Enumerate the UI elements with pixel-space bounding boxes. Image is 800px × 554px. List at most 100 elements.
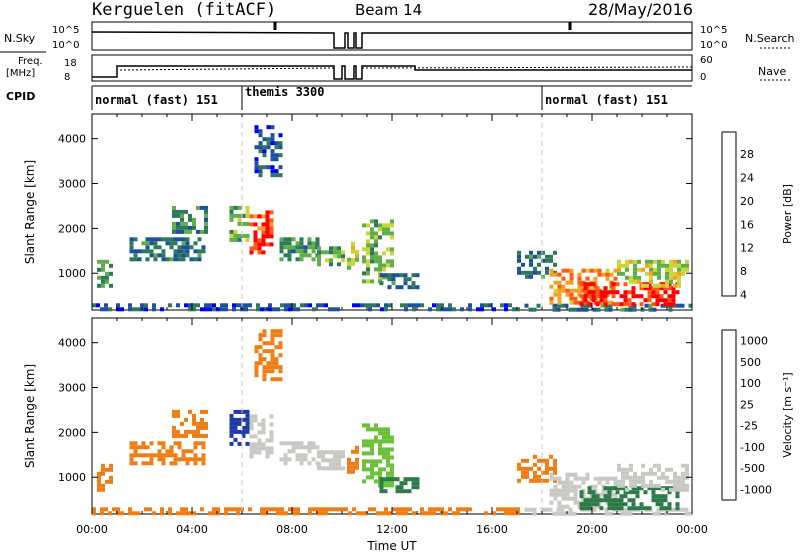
power-cell	[617, 259, 621, 264]
power-cell	[161, 253, 166, 258]
velocity-cell	[287, 441, 292, 446]
velocity-cell	[352, 507, 356, 512]
power-cell	[108, 307, 112, 312]
velocity-cell	[362, 439, 366, 444]
power-cell	[387, 273, 392, 278]
power-cell	[387, 285, 392, 290]
power-cell	[615, 290, 620, 295]
velocity-cell	[395, 485, 400, 490]
velocity-cell	[152, 511, 156, 516]
velocity-cell	[97, 471, 101, 476]
power-cell	[172, 209, 176, 214]
power-cell	[129, 257, 134, 262]
velocity-cell	[258, 353, 263, 358]
velocity-cell	[351, 449, 355, 454]
power-cell	[366, 223, 370, 228]
velocity-cell	[675, 502, 680, 507]
power-cell	[177, 249, 182, 254]
power-cell	[173, 253, 178, 258]
velocity-cell	[145, 461, 150, 466]
power-cell	[415, 273, 420, 278]
velocity-cell	[101, 467, 105, 472]
power-cell	[629, 275, 633, 280]
noise-strip: N.Sky 10^5 10^0 10^5 10^0 N.Search	[0, 21, 795, 53]
velocity-cell	[176, 409, 180, 414]
power-cell	[260, 307, 264, 312]
velocity-cell	[553, 466, 557, 471]
velocity-cell	[366, 443, 370, 448]
velocity-cell	[279, 441, 284, 446]
power-cell	[256, 303, 260, 308]
power-cell	[229, 205, 234, 210]
power-cell	[161, 257, 166, 262]
power-cell	[516, 307, 520, 312]
power-cell	[229, 213, 234, 218]
velocity-cell	[665, 467, 669, 472]
power-cell	[257, 250, 262, 255]
power-cell	[633, 263, 637, 268]
power-cell	[659, 294, 664, 299]
velocity-cell	[508, 507, 512, 512]
power-cell	[141, 249, 146, 254]
velocity-cell	[464, 507, 468, 512]
noise-strip-frame	[91, 21, 693, 51]
velocity-cell	[617, 467, 621, 472]
velocity-cell	[669, 487, 673, 492]
velocity-cell	[278, 333, 283, 338]
power-cell	[383, 273, 388, 278]
power-cell	[184, 225, 188, 230]
velocity-cell	[204, 421, 208, 426]
power-cell	[671, 290, 676, 295]
velocity-cell	[169, 461, 174, 466]
power-cell	[613, 276, 618, 281]
power-cell	[569, 268, 574, 273]
nsky-label: N.Sky	[4, 32, 36, 45]
power-cell	[204, 213, 208, 218]
velocity-cell	[355, 461, 359, 466]
velocity-cell	[537, 466, 541, 471]
power-cell	[337, 254, 341, 259]
velocity-cell	[382, 447, 386, 452]
velocity-cell	[245, 413, 250, 418]
velocity-cell	[395, 489, 400, 494]
velocity-cell	[270, 361, 275, 366]
velocity-cell	[656, 511, 661, 516]
velocity-cell	[128, 511, 132, 516]
power-cell	[597, 268, 602, 273]
power-cell	[623, 282, 628, 287]
velocity-cell	[386, 463, 390, 468]
power-cell	[133, 237, 138, 242]
velocity-cell	[283, 461, 288, 466]
velocity-cell	[236, 507, 240, 512]
power-cell	[665, 267, 669, 272]
velocity-cell	[161, 445, 166, 450]
velocity-cell	[382, 455, 386, 460]
power-cell	[537, 250, 541, 255]
power-cell	[627, 290, 632, 295]
velocity-cell	[667, 506, 672, 511]
velocity-cell	[101, 483, 105, 488]
velocity-cell	[196, 433, 200, 438]
nave-tick-high: 60	[700, 55, 713, 66]
power-cell	[564, 303, 569, 308]
power-cell	[299, 257, 304, 262]
velocity-cell	[631, 498, 636, 503]
power-cell	[601, 272, 606, 277]
power-cell	[105, 271, 109, 276]
velocity-cell	[370, 459, 374, 464]
power-cell	[651, 302, 656, 307]
velocity-cell	[172, 433, 176, 438]
power-cell	[595, 290, 600, 295]
velocity-cell	[283, 457, 288, 462]
power-cell	[258, 133, 263, 138]
velocity-cell	[382, 451, 386, 456]
power-cell	[484, 303, 488, 308]
power-cell	[561, 276, 566, 281]
power-cell	[279, 249, 284, 254]
velocity-cell	[573, 472, 578, 477]
velocity-cell	[216, 507, 220, 512]
power-cell	[649, 267, 653, 272]
velocity-cell	[299, 457, 304, 462]
velocity-cell	[229, 417, 234, 422]
velocity-cell	[624, 511, 629, 516]
